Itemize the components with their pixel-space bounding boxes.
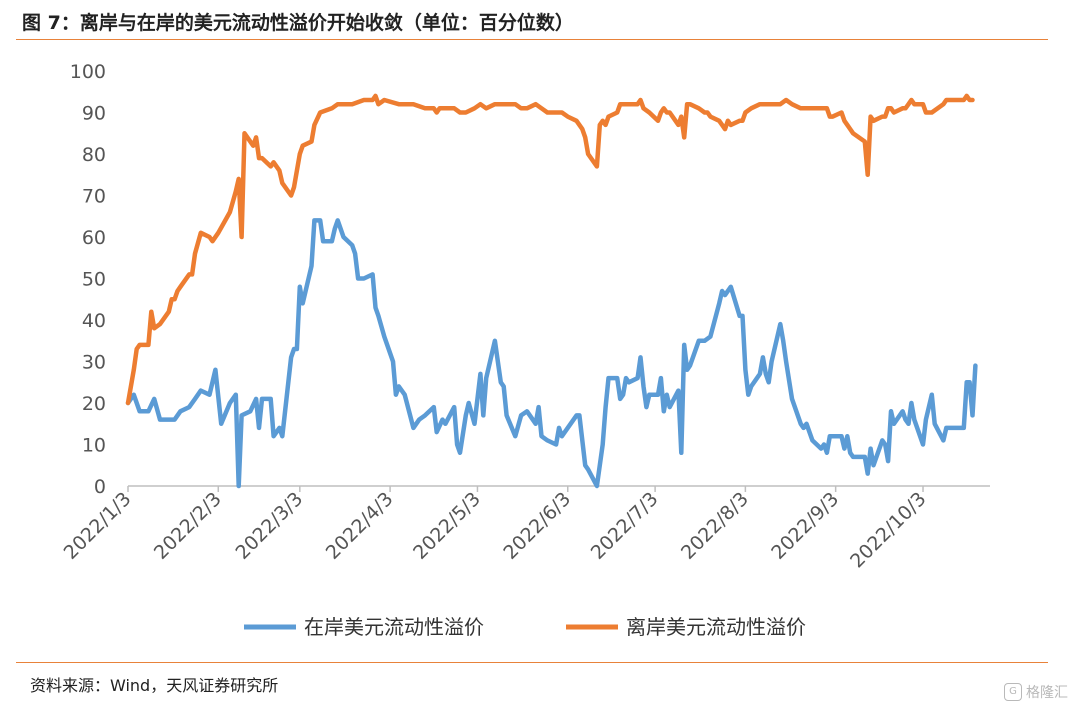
x-tick-label: 2022/9/3 [767,488,843,564]
x-tick-label: 2022/1/3 [60,488,136,564]
y-tick-label: 40 [82,310,106,332]
bottom-rule [16,662,1048,663]
legend-label-onshore: 在岸美元流动性溢价 [304,615,484,639]
y-tick-label: 20 [82,393,106,415]
y-tick-label: 10 [82,435,106,457]
watermark: G 格隆汇 [1004,682,1068,702]
x-tick-label: 2022/2/3 [150,488,226,564]
watermark-text: 格隆汇 [1026,685,1068,701]
legend-label-offshore: 离岸美元流动性溢价 [626,615,806,639]
series-line-offshore [125,93,975,406]
y-axis-ticks: 0 10 20 30 40 50 60 70 80 90 100 [70,61,106,498]
x-axis-ticks: 2022/1/3 2022/2/3 2022/3/3 2022/4/3 2022/5/3… [60,486,931,572]
y-tick-label: 30 [82,352,106,374]
x-tick-label: 2022/6/3 [499,488,575,564]
y-tick-label: 0 [94,476,106,498]
y-tick-label: 80 [82,144,106,166]
figure-title: 图 7：离岸与在岸的美元流动性溢价开始收敛（单位：百分位数） [22,12,574,34]
x-tick-label: 2022/7/3 [587,488,663,564]
source-note: 资料来源：Wind，天风证券研究所 [30,676,279,695]
x-tick-label: 2022/3/3 [231,488,307,564]
x-tick-label: 2022/5/3 [409,488,485,564]
y-tick-label: 50 [82,269,106,291]
x-tick-label: 2022/4/3 [322,488,398,564]
y-tick-label: 100 [70,61,106,83]
y-tick-label: 70 [82,186,106,208]
logo-icon: G [1004,683,1022,701]
x-tick-label: 2022/8/3 [677,488,753,564]
y-tick-label: 60 [82,227,106,249]
legend: 在岸美元流动性溢价 离岸美元流动性溢价 [244,615,806,639]
top-rule [16,39,1048,40]
y-tick-label: 90 [82,103,106,125]
series-line-onshore [125,218,978,489]
x-tick-label: 2022/10/3 [846,488,930,572]
series-layer [125,93,978,489]
